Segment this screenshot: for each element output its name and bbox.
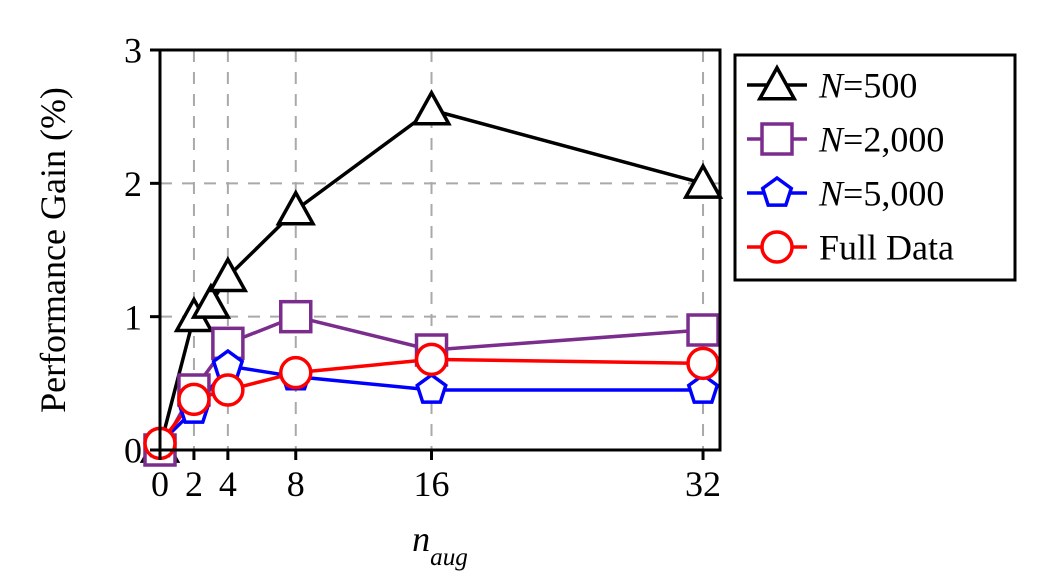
legend-label-n5000: N=5,000 — [818, 174, 944, 214]
marker-circle — [417, 344, 447, 374]
ytick-label: 3 — [124, 31, 142, 71]
marker-square — [281, 302, 311, 332]
marker-circle — [688, 348, 718, 378]
xtick-label: 2 — [185, 464, 203, 504]
marker-circle — [179, 384, 209, 414]
ytick-label: 0 — [124, 431, 142, 471]
marker-square — [688, 315, 718, 345]
y-axis-label: Performance Gain (%) — [33, 87, 73, 413]
xtick-label: 32 — [685, 464, 721, 504]
ytick-label: 1 — [124, 297, 142, 337]
xtick-label: 8 — [287, 464, 305, 504]
xtick-label: 4 — [219, 464, 237, 504]
xtick-label: 16 — [414, 464, 450, 504]
xtick-label: 0 — [151, 464, 169, 504]
marker-circle — [281, 358, 311, 388]
marker-circle — [213, 375, 243, 405]
chart-svg: 024816320123Performance Gain (%)naugN=50… — [0, 0, 1040, 584]
legend-label-full: Full Data — [819, 228, 954, 268]
ytick-label: 2 — [124, 164, 142, 204]
legend-label-n500: N=500 — [818, 66, 917, 106]
marker-circle — [762, 232, 792, 262]
legend-label-n2000: N=2,000 — [818, 120, 944, 160]
performance-gain-chart: 024816320123Performance Gain (%)naugN=50… — [0, 0, 1040, 584]
marker-square — [762, 124, 792, 154]
